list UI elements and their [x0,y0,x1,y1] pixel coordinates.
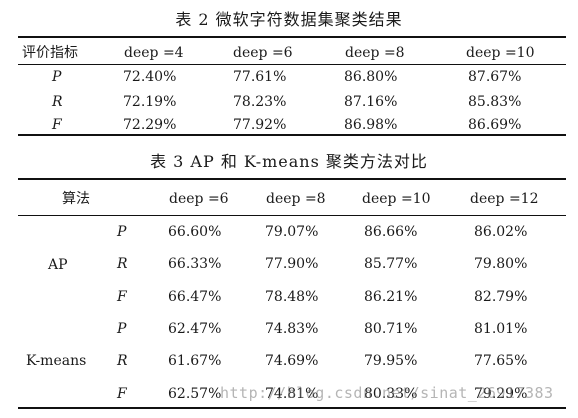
table3-kmeans-row1-col1: 62.47% [168,321,222,337]
table3-header-col1: deep =6 [169,191,229,207]
table3-ap-row3-metric: F [117,289,127,305]
table2-row1-metric: P [52,69,62,85]
table3-caption: 表 3 AP 和 K-means 聚类方法对比 [150,152,428,171]
table3-algorithm-ap: AP [48,257,68,273]
table3-ap-row2-col2: 77.90% [265,256,319,272]
table3-kmeans-row3-col3: 80.33% [364,386,418,402]
watermark-url: http://blog.csdn.net/sinat_26917383 [220,384,554,402]
table2-row2-metric: R [52,94,63,110]
table3-kmeans-row1-col3: 80.71% [364,321,418,337]
table3-kmeans-row2-metric: R [117,353,128,369]
table3-ap-row2-metric: R [117,256,128,272]
table2-row3-col3: 86.98% [344,117,398,133]
table2-row3-metric: F [52,117,62,133]
table2-header-rule [18,64,566,65]
table3-kmeans-row3-metric: F [117,386,127,402]
table2-row3-col2: 77.92% [233,117,287,133]
table3-ap-row2-col1: 66.33% [168,256,222,272]
table3-algorithm-kmeans: K-means [26,353,87,369]
table3-header-col3: deep =10 [362,191,431,207]
table3-ap-row1-col1: 66.60% [168,224,222,240]
table3-kmeans-row3-col2: 74.81% [265,386,319,402]
table3-ap-row3-col4: 82.79% [474,289,528,305]
table2-row1-col2: 77.61% [233,69,287,85]
table3-header-algorithm: 算法 [62,191,90,207]
table3-ap-row1-col3: 86.66% [364,224,418,240]
table2-header-col3: deep =8 [345,45,405,61]
table3-ap-row2-col4: 79.80% [474,256,528,272]
table2-top-rule [18,36,566,38]
table3-kmeans-row2-col4: 77.65% [474,353,528,369]
table2-header-col1: deep =4 [124,45,184,61]
table3-kmeans-row2-col2: 74.69% [265,353,319,369]
table3-kmeans-row2-col3: 79.95% [364,353,418,369]
table2-row3-col4: 86.69% [468,117,522,133]
table2-header-col4: deep =10 [466,45,535,61]
table3-ap-row3-col3: 86.21% [364,289,418,305]
table3-kmeans-row1-col4: 81.01% [474,321,528,337]
table2-bottom-rule [18,134,566,136]
table2-row1-col1: 72.40% [123,69,177,85]
table3-ap-row3-col1: 66.47% [168,289,222,305]
table3-header-col4: deep =12 [470,191,539,207]
table3-ap-row1-metric: P [117,224,127,240]
table3-ap-row1-col4: 86.02% [474,224,528,240]
table3-kmeans-row1-metric: P [117,321,127,337]
table2-header-metric: 评价指标 [22,45,78,61]
table2-header-col2: deep =6 [233,45,293,61]
table2-row1-col3: 86.80% [344,69,398,85]
table2-row2-col4: 85.83% [468,94,522,110]
table3-kmeans-row3-col4: 79.29% [474,386,528,402]
table3-kmeans-row1-col2: 74.83% [265,321,319,337]
table2-row2-col1: 72.19% [123,94,177,110]
table2-row3-col1: 72.29% [123,117,177,133]
table3-ap-row2-col3: 85.77% [364,256,418,272]
table3-ap-row1-col2: 79.07% [265,224,319,240]
table3-top-rule [18,178,566,180]
table2-row2-col2: 78.23% [233,94,287,110]
table2-row2-col3: 87.16% [344,94,398,110]
table3-kmeans-row2-col1: 61.67% [168,353,222,369]
table3-header-col2: deep =8 [266,191,326,207]
table2-row1-col4: 87.67% [468,69,522,85]
table3-ap-row3-col2: 78.48% [265,289,319,305]
table3-bottom-rule [18,407,566,409]
table3-header-rule [18,215,566,216]
table2-caption: 表 2 微软字符数据集聚类结果 [175,10,403,29]
table3-kmeans-row3-col1: 62.57% [168,386,222,402]
